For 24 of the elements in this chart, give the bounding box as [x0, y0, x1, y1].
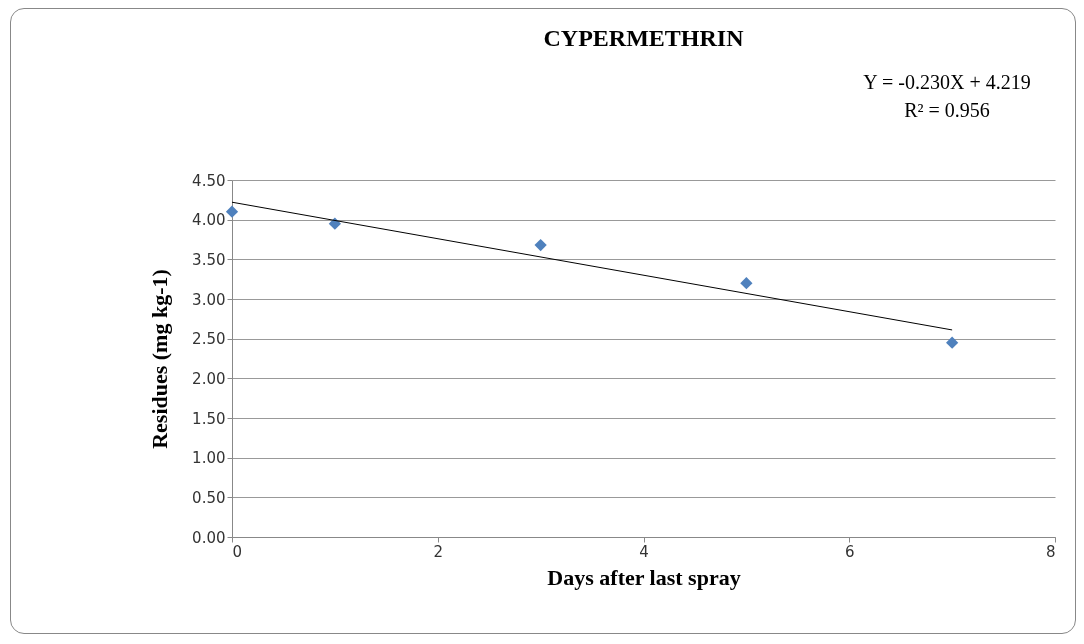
- y-tick-label: 0.50: [192, 488, 226, 507]
- point: [740, 277, 753, 290]
- x-tick-label: 0: [232, 542, 243, 561]
- x-tick-label: 8: [1045, 542, 1056, 561]
- chart-title: CYPERMETHRIN: [543, 25, 745, 51]
- x-axis-title: Days after last spray: [547, 564, 741, 590]
- text: Y = -0.230X + 4.219: [863, 71, 1031, 93]
- y-tick-label: 1.50: [192, 409, 226, 428]
- y-tick-label: 2.50: [192, 330, 226, 349]
- point: [534, 238, 547, 252]
- y-tick-label: 1.00: [192, 449, 226, 468]
- y-tick-label: 0.00: [192, 528, 226, 547]
- y-tick-label: 4.50: [192, 171, 226, 190]
- text: R² = 0.956: [904, 99, 990, 121]
- point: [225, 205, 239, 218]
- x-tick-label: 4: [639, 542, 649, 561]
- y-tick-label: 3.00: [192, 290, 226, 309]
- x-tick-label: 2: [433, 542, 444, 561]
- x-tick-label: 6: [844, 542, 855, 561]
- point: [946, 336, 959, 349]
- y-tick-label: 2.00: [192, 369, 226, 388]
- y-tick-label: 3.50: [192, 250, 226, 269]
- y-tick-label: 4.00: [192, 211, 226, 230]
- y-axis-title: Residues (mg kg-1): [147, 269, 173, 449]
